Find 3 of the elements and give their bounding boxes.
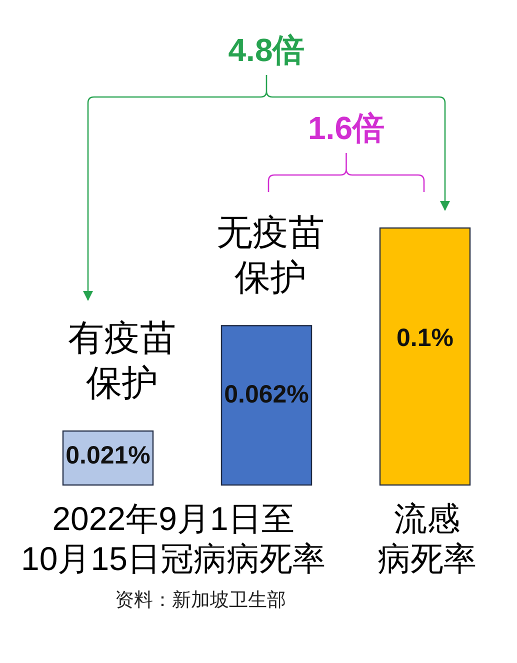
annotation: 4.8倍 [228,32,305,68]
annotation: 2022年9月1日至10月15日冠病病死率 [21,500,326,577]
annotation: 1.6倍 [308,110,384,146]
